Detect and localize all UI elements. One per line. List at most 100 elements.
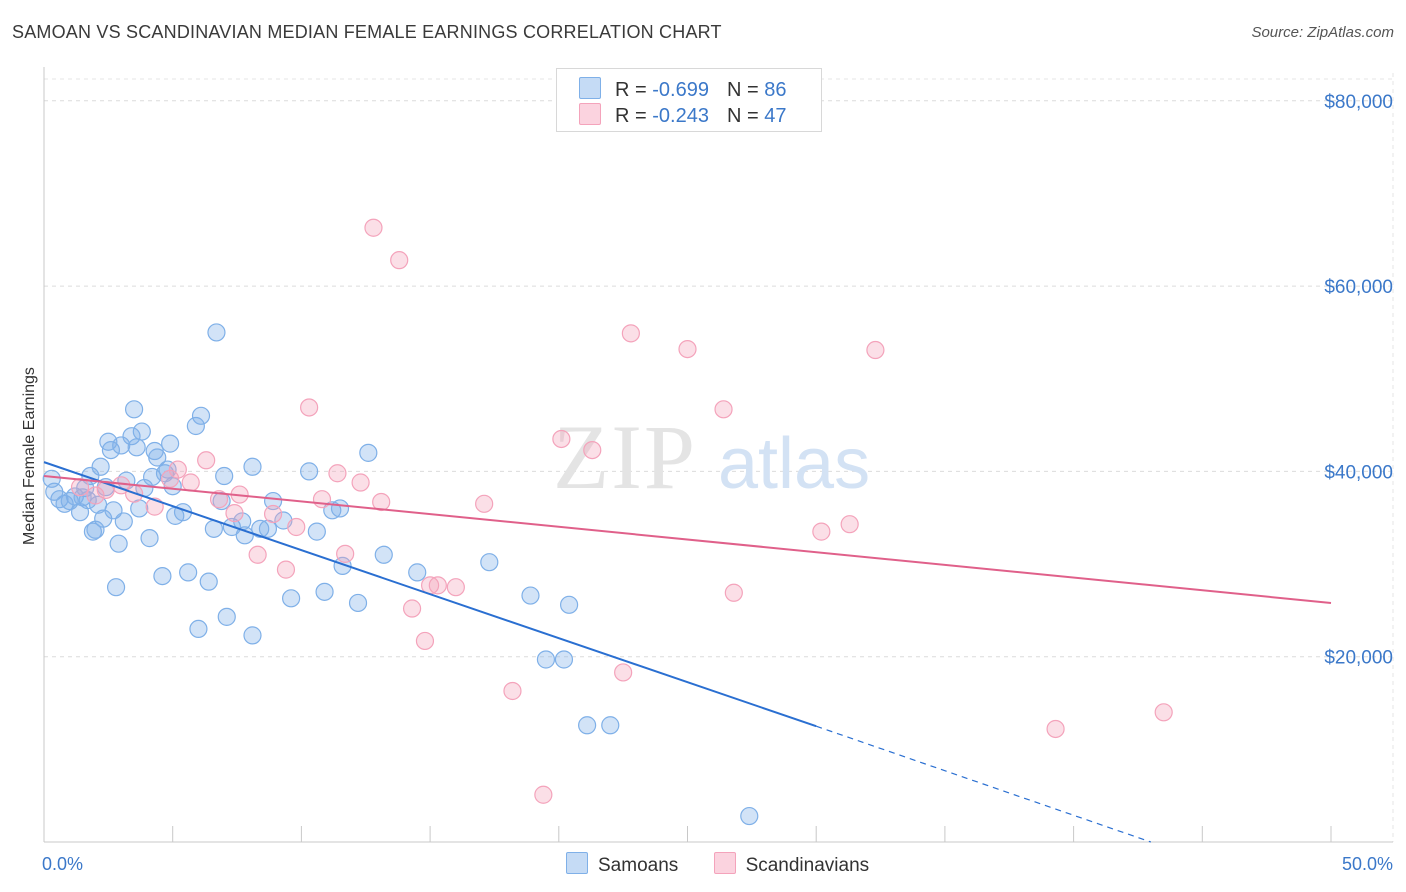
series-samoans — [42, 323, 759, 826]
data-point — [86, 486, 105, 505]
data-point — [534, 785, 553, 804]
data-point — [127, 438, 146, 457]
data-point — [179, 563, 198, 582]
tick-labels: $20,000 $40,000 $60,000 $80,000 0.0% 50.0% — [42, 92, 1393, 874]
data-point — [740, 806, 759, 826]
legend-n-label: N = — [726, 79, 765, 101]
data-point — [70, 478, 90, 497]
data-point — [714, 400, 733, 419]
data-point — [372, 492, 391, 512]
data-point — [336, 544, 355, 563]
data-point — [415, 631, 435, 651]
data-point — [475, 494, 494, 513]
y-tick-label: $20,000 — [1324, 648, 1393, 669]
watermark-zip: ZIP — [553, 406, 697, 508]
data-point — [578, 716, 597, 735]
data-point — [243, 626, 262, 645]
data-points — [42, 218, 1173, 826]
data-point — [91, 457, 110, 476]
y-tick-label: $80,000 — [1324, 92, 1393, 113]
chart-title: SAMOAN VS SCANDINAVIAN MEDIAN FEMALE EAR… — [12, 22, 722, 42]
data-point — [235, 526, 254, 545]
data-point — [122, 427, 141, 446]
data-point — [83, 522, 103, 541]
data-point — [161, 434, 180, 453]
legend-item-samoans[interactable]: Samoans — [566, 852, 678, 877]
data-point — [307, 522, 326, 541]
data-point — [348, 593, 368, 613]
data-point — [428, 576, 447, 595]
legend-swatch-samoans — [566, 852, 588, 874]
data-point — [287, 517, 306, 537]
legend-swatch-samoans — [579, 77, 601, 99]
data-point — [168, 460, 187, 479]
legend-r-value: -0.243 — [652, 105, 709, 127]
data-point — [263, 504, 283, 524]
trend-lines — [43, 461, 1332, 843]
y-axis-label: Median Female Earnings — [21, 367, 38, 545]
data-point — [621, 324, 640, 343]
watermark-atlas: atlas — [718, 424, 870, 504]
legend-row-samoans: R = -0.699 N = 86 — [579, 77, 786, 101]
data-point — [197, 451, 216, 470]
trend-line-samoans — [43, 461, 817, 728]
data-point — [186, 416, 205, 436]
legend-swatch-scandinavians — [579, 103, 601, 125]
data-point — [263, 491, 283, 511]
legend-swatch-scandinavians — [713, 852, 736, 874]
data-point — [300, 462, 319, 481]
data-point — [678, 339, 697, 359]
legend-row-scandinavians: R = -0.243 N = 47 — [579, 103, 786, 127]
legend-r-label: R = — [615, 105, 653, 127]
data-point — [503, 681, 522, 701]
data-point — [300, 398, 319, 417]
data-point — [248, 545, 267, 564]
data-point — [312, 490, 332, 509]
data-point — [217, 607, 236, 626]
data-point — [536, 650, 556, 669]
data-point — [132, 422, 151, 441]
data-point — [112, 436, 131, 455]
legend-label-scandinavians: Scandinavians — [745, 855, 870, 876]
legend-n-label: N = — [726, 105, 765, 127]
legend-n-value: 86 — [764, 79, 787, 101]
data-point — [328, 464, 347, 483]
data-point — [148, 448, 167, 467]
data-point — [109, 534, 128, 553]
data-point — [446, 578, 465, 597]
data-point — [209, 490, 229, 509]
data-point — [521, 586, 540, 605]
data-point — [390, 251, 409, 270]
legend-n-value: 47 — [764, 105, 787, 127]
data-point — [140, 529, 159, 548]
data-point — [124, 400, 144, 419]
series-legend: Samoans Scandinavians — [566, 852, 899, 877]
data-point — [402, 599, 422, 618]
data-point — [207, 323, 226, 342]
data-point — [161, 469, 180, 488]
data-point — [106, 578, 126, 597]
data-point — [866, 340, 885, 360]
data-point — [199, 572, 218, 591]
y-tick-label: $60,000 — [1324, 277, 1393, 298]
data-point — [1046, 719, 1065, 739]
data-point — [330, 499, 350, 518]
data-point — [554, 650, 574, 669]
y-tick-label: $40,000 — [1324, 462, 1393, 483]
data-point — [189, 619, 208, 639]
data-point — [724, 583, 743, 602]
data-point — [282, 589, 301, 608]
data-point — [374, 545, 393, 564]
data-point — [191, 406, 211, 425]
legend-label-samoans: Samoans — [598, 855, 679, 876]
data-point — [840, 515, 859, 534]
data-point — [251, 519, 270, 538]
axes — [43, 67, 1393, 843]
legend-r-label: R = — [615, 79, 653, 101]
trend-extension-samoans — [816, 725, 1152, 843]
data-point — [55, 494, 74, 513]
data-point — [614, 663, 633, 682]
data-point — [153, 566, 172, 586]
legend-item-scandinavians[interactable]: Scandinavians — [713, 852, 870, 877]
